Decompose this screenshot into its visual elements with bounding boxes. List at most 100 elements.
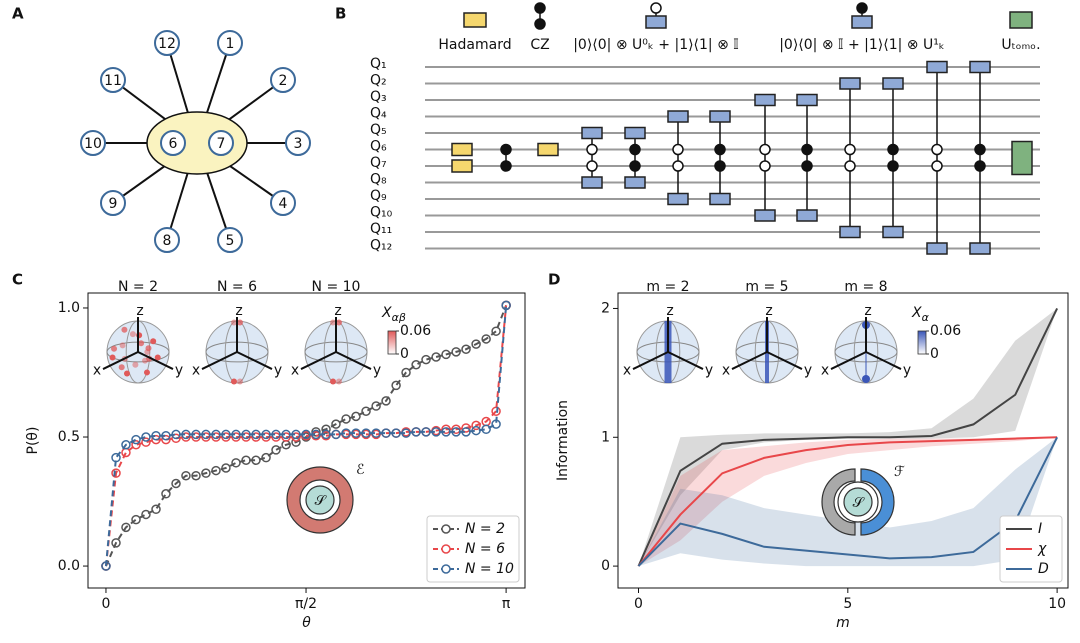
gate-legend-label: CZ <box>530 37 549 53</box>
data-point <box>151 430 161 441</box>
bloch-point <box>336 319 342 326</box>
node <box>154 227 180 253</box>
confidence-band <box>638 437 1058 567</box>
bloch-point <box>231 378 237 385</box>
bloch-axis-label: x <box>93 363 101 379</box>
data-point <box>441 349 451 360</box>
bloch-axis <box>335 351 372 370</box>
qubit-label: Q₁₁ <box>370 221 392 237</box>
data-point <box>131 514 141 525</box>
data-point <box>221 463 231 473</box>
bloch-point <box>154 354 161 361</box>
bloch-axis-label: y <box>705 363 713 379</box>
data-point <box>291 432 301 442</box>
data-point <box>161 434 171 445</box>
control <box>844 143 856 156</box>
gate <box>645 15 667 29</box>
data-point <box>481 424 491 435</box>
data-point <box>141 437 151 447</box>
data-point <box>181 470 191 481</box>
bloch-axis-label: x <box>623 363 631 379</box>
bloch-point <box>145 345 152 352</box>
node-label: 2 <box>279 73 288 89</box>
data-point <box>421 354 431 365</box>
environment <box>821 468 856 536</box>
node <box>100 67 126 93</box>
data-point <box>351 411 361 422</box>
bloch-point <box>862 375 870 383</box>
data-point <box>461 427 471 437</box>
bloch-point <box>231 319 237 326</box>
inset-title: m = 5 <box>745 279 788 295</box>
gate <box>667 192 689 206</box>
node <box>80 130 106 156</box>
data-point <box>361 428 371 438</box>
bloch-axis-label: z <box>235 303 242 319</box>
y-axis-label: P(θ) <box>25 427 41 455</box>
data-point <box>431 352 441 362</box>
data-point <box>491 419 501 429</box>
series-line <box>637 308 1059 567</box>
system-label: 𝒮 <box>315 493 328 509</box>
panel-label: A <box>12 5 24 23</box>
data-point <box>281 432 291 442</box>
data-point <box>131 440 141 450</box>
colorbar-label: Xα <box>911 305 930 324</box>
data-point <box>321 424 331 435</box>
legend-box <box>426 515 520 583</box>
gate <box>537 142 559 157</box>
data-point <box>401 367 411 378</box>
data-point <box>431 427 441 437</box>
bloch-axis-label: x <box>291 363 299 379</box>
data-point <box>241 429 251 440</box>
node-label: 4 <box>279 196 288 212</box>
control <box>931 143 943 156</box>
gate <box>926 60 948 74</box>
gate <box>1009 11 1033 29</box>
data-point <box>301 429 311 440</box>
data-point <box>391 428 401 438</box>
data-point <box>451 424 461 435</box>
data-point <box>331 419 341 429</box>
bloch-axis-label: y <box>373 363 381 379</box>
colorbar-subscript: α <box>922 311 930 324</box>
legend-label: N = 6 <box>465 541 505 557</box>
node-label: 1 <box>226 36 235 52</box>
data-point <box>211 465 221 476</box>
gate-legend-label: |0⟩⟨0| ⊗ U⁰ₖ + |1⟩⟨1| ⊗ 𝕀 <box>573 37 739 53</box>
data-point <box>191 429 201 440</box>
inset-title: N = 2 <box>118 279 158 295</box>
data-point <box>271 429 281 440</box>
x-tick-label: 0 <box>634 596 643 612</box>
data-point <box>251 455 261 465</box>
qubit-label: Q₁₀ <box>370 205 393 221</box>
data-point <box>381 396 391 406</box>
bloch-axis-label: y <box>804 363 812 379</box>
gate <box>851 15 873 29</box>
node <box>154 30 180 56</box>
data-point <box>191 470 201 481</box>
legend-marker <box>441 524 451 534</box>
data-point <box>111 468 121 478</box>
gate <box>1011 140 1033 176</box>
data-point <box>461 344 471 355</box>
gate <box>754 209 776 222</box>
node-label: 12 <box>158 36 176 52</box>
data-point <box>141 432 151 442</box>
y-tick-label: 1.0 <box>58 300 80 316</box>
data-point <box>451 427 461 437</box>
bloch-point <box>237 378 243 385</box>
data-point <box>151 504 161 515</box>
control <box>714 160 726 172</box>
node-label: 8 <box>163 233 172 249</box>
x-axis-label: θ <box>302 615 311 631</box>
gate <box>451 159 473 173</box>
gate <box>754 93 776 107</box>
legend-label: D <box>1038 561 1049 577</box>
bloch-axis <box>667 351 704 370</box>
bloch-axis <box>236 351 273 370</box>
data-point <box>121 522 131 533</box>
data-point <box>361 406 371 416</box>
bloch-axis-label: z <box>765 303 772 319</box>
